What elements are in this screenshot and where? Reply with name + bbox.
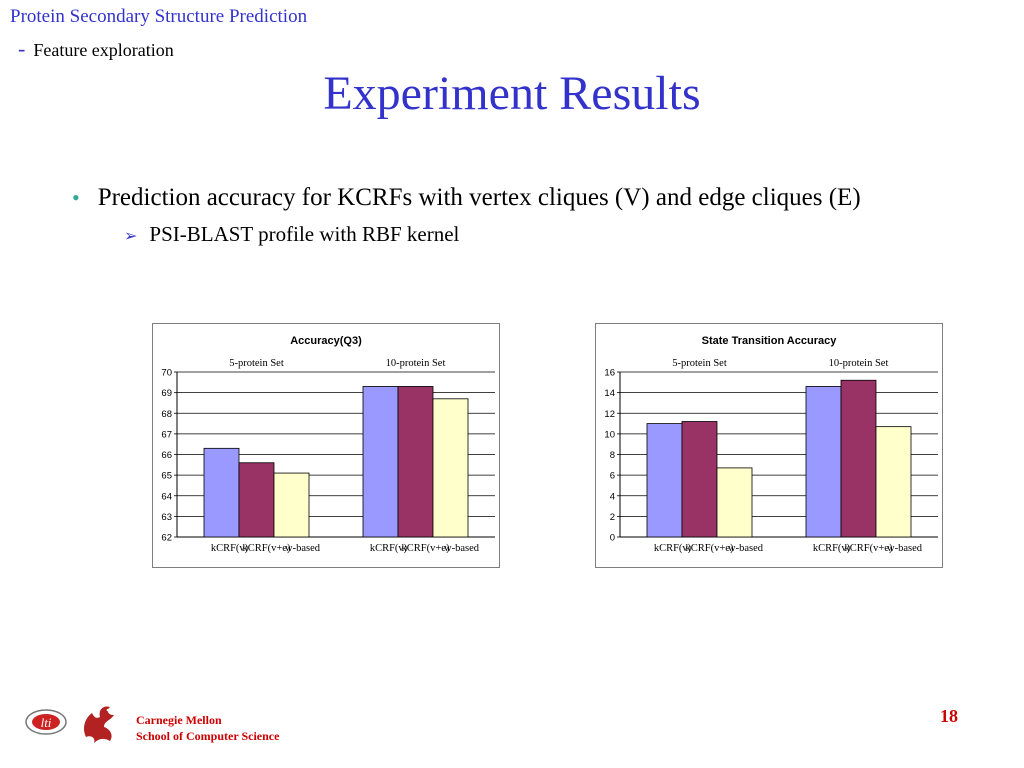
lti-logo-text: lti <box>41 715 52 730</box>
chart2-ytick-label: 16 <box>604 368 615 379</box>
chart2-bar <box>646 423 683 538</box>
header-subtitle: - Feature exploration <box>18 36 174 62</box>
chart2-ytick-label: 12 <box>604 409 615 420</box>
chart2-ytick-label: 14 <box>604 388 615 399</box>
chart2-title: State Transition Accuracy <box>702 335 838 347</box>
footer-logos: lti <box>24 703 124 752</box>
chart2-ytick-label: 0 <box>610 533 615 544</box>
chart-state-transition: State Transition Accuracy 0 2 4 6 8 10 12 14 16 5-… <box>595 323 943 568</box>
lti-logo-icon: lti <box>25 706 114 743</box>
chart2-bar <box>805 386 842 538</box>
chart-state-transition-svg: State Transition Accuracy 0 2 4 6 8 10 12 14 16 5-… <box>604 335 938 554</box>
chart1-ytick-label: 67 <box>161 429 172 440</box>
chart2-group-label: 5-protein Set <box>672 358 727 369</box>
header-subtitle-text: Feature exploration <box>33 40 174 60</box>
chart1-ytick-label: 64 <box>161 491 172 502</box>
bullet-dot-icon: • <box>72 185 80 210</box>
chart2-bar <box>875 426 912 538</box>
chart1-bar <box>362 386 399 538</box>
chart-accuracy-q3-svg: Accuracy(Q3) 62 63 64 65 66 67 68 69 70 5-protein … <box>161 335 495 554</box>
chart2-ytick-label: 4 <box>610 491 615 502</box>
chart1-ytick-label: 63 <box>161 512 172 523</box>
chart2-bar <box>716 467 753 538</box>
chart2-bar <box>681 421 718 538</box>
header-dash: - <box>18 36 26 61</box>
chart1-ytick-label: 62 <box>161 533 172 544</box>
chart2-bar <box>840 379 877 538</box>
chart1-category-label: w-based <box>444 543 480 554</box>
chart2-ytick-label: 6 <box>610 471 615 482</box>
chart1-bar <box>238 462 275 538</box>
header-course-title: Protein Secondary Structure Prediction <box>10 6 308 27</box>
chart1-bar <box>432 398 469 538</box>
chart2-category-label: kCRF(v) <box>813 543 851 554</box>
bullet-sub: ➢ PSI-BLAST profile with RBF kernel <box>124 222 459 247</box>
bullet-main: • Prediction accuracy for KCRFs with vert… <box>72 184 861 212</box>
chart1-ytick-label: 68 <box>161 409 172 420</box>
footer-org: Carnegie Mellon School of Computer Scien… <box>136 712 279 744</box>
chart1-bar <box>203 447 240 538</box>
chart1-group-label: 5-protein Set <box>229 358 284 369</box>
chart2-category-label: w-based <box>887 543 923 554</box>
chart1-ytick-label: 70 <box>161 368 172 379</box>
page-number: 18 <box>940 706 958 726</box>
chart1-category-label: kCRF(v) <box>211 543 249 554</box>
chart1-category-label: kCRF(v+e) <box>243 543 291 554</box>
chart2-group-label: 10-protein Set <box>829 358 889 369</box>
chart2-category-label: kCRF(v+e) <box>686 543 734 554</box>
chart2-category-label: kCRF(v+e) <box>845 543 893 554</box>
dragon-logo-icon <box>84 706 114 743</box>
chart1-bar <box>273 472 310 538</box>
chart1-ytick-label: 66 <box>161 450 172 461</box>
chart1-title: Accuracy(Q3) <box>290 335 362 347</box>
chart1-category-label: kCRF(v+e) <box>402 543 450 554</box>
chart2-category-label: kCRF(v) <box>654 543 692 554</box>
bullet-main-text: Prediction accuracy for KCRFs with verte… <box>97 184 861 211</box>
chart2-ytick-label: 8 <box>610 450 615 461</box>
bullet-sub-text: PSI-BLAST profile with RBF kernel <box>149 222 460 246</box>
footer-org-line1: Carnegie Mellon <box>136 713 222 727</box>
chart1-ytick-label: 65 <box>161 471 172 482</box>
chart1-ytick-label: 69 <box>161 388 172 399</box>
slide-title: Experiment Results <box>323 67 701 120</box>
footer-org-line2: School of Computer Science <box>136 729 280 743</box>
chart1-bar <box>397 386 434 538</box>
arrow-bullet-icon: ➢ <box>124 228 138 245</box>
chart1-group-label: 10-protein Set <box>386 358 446 369</box>
chart-accuracy-q3: Accuracy(Q3) 62 63 64 65 66 67 68 69 70 5-protein … <box>152 323 500 568</box>
chart2-ytick-label: 2 <box>610 512 615 523</box>
chart1-category-label: w-based <box>285 543 321 554</box>
chart1-category-label: kCRF(v) <box>370 543 408 554</box>
chart2-ytick-label: 10 <box>604 429 615 440</box>
chart2-category-label: w-based <box>728 543 764 554</box>
